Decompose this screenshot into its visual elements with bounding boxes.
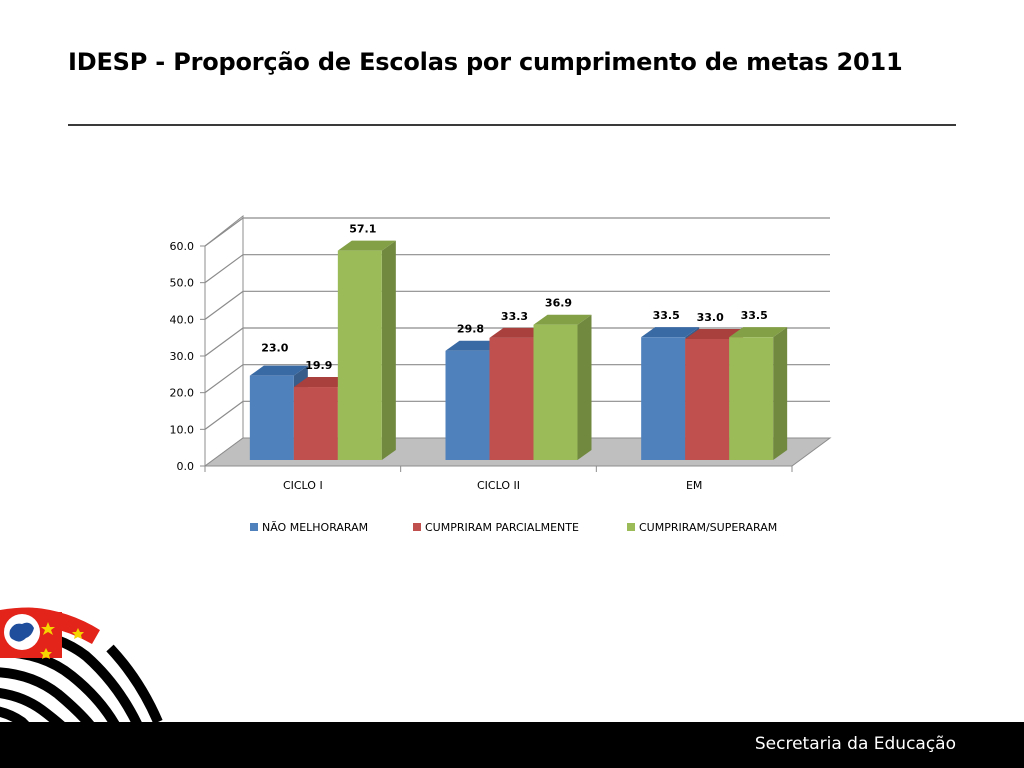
gridline (204, 290, 830, 320)
y-tick-label: 40.0 (170, 313, 195, 326)
y-tick-label: 0.0 (177, 460, 195, 473)
bar-front (445, 350, 490, 460)
y-tick-label: 30.0 (170, 350, 195, 363)
bar-top (533, 314, 592, 325)
bar (533, 314, 592, 460)
footer-text: Secretaria da Educação (754, 734, 956, 754)
y-axis: 0.0 10.0 20.0 30.0 40.0 50.0 60.0 (170, 240, 206, 473)
legend-swatch (250, 523, 258, 531)
bar-side (381, 240, 396, 460)
gridline (204, 254, 830, 284)
bar-top (337, 240, 396, 251)
title-underline (68, 124, 956, 126)
bar-top (489, 327, 548, 338)
data-label: 57.1 (349, 223, 376, 236)
x-tick-label: CICLO I (283, 479, 323, 492)
bar-front (489, 337, 534, 460)
legend-label: CUMPRIRAM/SUPERARAM (639, 521, 777, 534)
bar-front (685, 339, 730, 460)
y-tick-label: 60.0 (170, 240, 195, 253)
bar-top (293, 377, 352, 388)
y-tick-label: 20.0 (170, 387, 195, 400)
y-tick-label: 10.0 (170, 423, 195, 436)
data-label: 29.8 (457, 323, 484, 336)
bars (249, 240, 788, 460)
legend-swatch (413, 523, 421, 531)
legend-label: NÃO MELHORARAM (262, 521, 368, 534)
gridline (204, 327, 830, 357)
data-label: 33.0 (697, 311, 724, 324)
bar-front (249, 375, 294, 460)
bar-top (445, 340, 504, 351)
legend-swatch (627, 523, 635, 531)
bar-front (533, 324, 578, 460)
bar (729, 327, 788, 460)
x-tick-label: EM (686, 479, 702, 492)
data-label: 33.5 (741, 309, 768, 322)
bar-front (641, 337, 686, 460)
x-axis: CICLO I CICLO II EM (204, 465, 793, 492)
bar (337, 240, 396, 460)
sao-paulo-flag-emblem (0, 607, 165, 722)
side-wall (204, 214, 244, 467)
bar-chart: 0.010.020.030.040.050.060.0 CICLO I CICLO… (170, 214, 832, 534)
gridline (204, 364, 830, 394)
gridlines (204, 217, 830, 430)
bar-side (577, 314, 592, 460)
bar-top (685, 329, 744, 339)
bar-side (773, 327, 788, 460)
data-label: 19.9 (305, 359, 332, 372)
bar-top (729, 327, 788, 338)
data-labels: 23.0 19.9 57.1 29.8 33.3 36.9 33.5 33.0 33.5 (261, 223, 767, 372)
bar-front (337, 250, 382, 460)
legend: NÃO MELHORARAM CUMPRIRAM PARCIALMENTE CUMP… (250, 521, 777, 534)
data-label: 33.3 (501, 310, 528, 323)
slide-title: IDESP - Proporção de Escolas por cumprim… (68, 48, 903, 76)
x-tick-label: CICLO II (477, 479, 520, 492)
legend-label: CUMPRIRAM PARCIALMENTE (425, 521, 579, 534)
y-tick-label: 50.0 (170, 277, 195, 290)
bar-front (729, 337, 774, 460)
bar-top (249, 365, 308, 376)
footer-bar: Secretaria da Educação (0, 722, 1024, 768)
chart-walls (204, 214, 244, 467)
gridline (204, 400, 830, 430)
bar-top (641, 327, 700, 338)
data-label: 36.9 (545, 297, 572, 310)
bar-front (293, 387, 338, 460)
data-label: 33.5 (653, 309, 680, 322)
gridline (204, 217, 830, 247)
data-label: 23.0 (261, 342, 288, 355)
